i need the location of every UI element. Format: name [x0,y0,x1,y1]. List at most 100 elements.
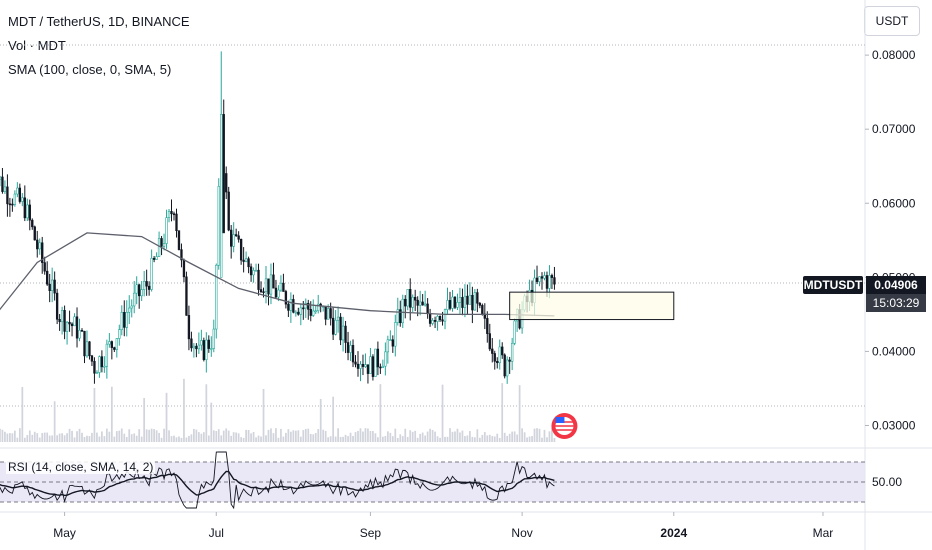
candle-body [481,305,484,315]
candle-body [453,296,457,308]
chart-title: MDT / TetherUS, 1D, BINANCE [8,14,190,29]
volume-bar [225,428,228,442]
volume-bar [431,429,434,442]
volume-bar [344,434,347,442]
volume-bar [9,433,11,442]
sma-indicator-label[interactable]: SMA (100, close, 0, SMA, 5) [8,62,172,77]
volume-bar [476,429,479,442]
candle-body [468,294,472,305]
candle-body [344,325,347,343]
candle-body [33,226,36,241]
candle-body [508,359,511,362]
volume-bar [265,435,267,442]
volume-bar [553,437,556,442]
candle-body [272,274,275,289]
candle-body [85,341,89,357]
volume-bar [240,437,243,442]
candle-body [302,307,305,310]
volume-bar [178,436,180,442]
candle-body [371,356,375,377]
candle-body [471,294,474,311]
countdown-tag: 15:03:29 [866,294,926,312]
volume-bar [217,429,220,442]
volume-bar [31,434,34,442]
volume-bar [401,436,404,442]
candle-body [192,345,196,349]
candle-body [38,242,41,250]
candle-body [212,328,215,349]
volume-bar [118,430,121,442]
volume-bar [478,437,481,442]
candle-body [249,266,253,276]
volume-bar [120,428,123,442]
volume-bar [381,436,384,442]
candle-body [282,282,285,292]
time-tick-label: Sep [360,526,382,540]
volume-bar [377,437,379,442]
candle-body [16,187,19,195]
volume-bar [538,428,541,442]
volume-bar [170,436,173,442]
candle-body [80,330,84,332]
candle-body [120,312,123,330]
volume-bar [304,428,307,442]
volume-bar [185,437,188,442]
volume-bar [429,428,431,442]
rsi-line [0,451,555,510]
volume-bar [11,433,14,442]
volume-bar [379,384,382,442]
candle-body [195,345,198,350]
candle-body [416,299,419,306]
volume-bar [548,431,551,442]
volume-bar [145,429,148,442]
volume-bar [168,430,170,442]
volume-bar [386,431,389,442]
candle-body [361,363,365,367]
candle-body [187,315,191,340]
candle-body [384,351,387,367]
volume-bar [207,435,210,442]
candle-body [70,323,74,327]
candle-body [78,330,81,339]
volume-bar [334,436,337,442]
volume-bar [115,431,118,442]
volume-bar [96,432,98,442]
candle-body [359,363,362,369]
candle-body [304,302,307,309]
volume-bar [369,430,372,442]
candle-body [225,173,228,193]
flag-canton [555,417,565,423]
rsi-indicator-label[interactable]: RSI (14, close, SMA, 14, 2) [6,460,156,474]
candle-body [506,359,509,377]
candle-body [307,302,310,310]
candle-body [510,342,514,362]
candle-body [466,295,469,305]
candle-body [287,303,290,311]
price-tick-label: 0.08000 [872,48,916,62]
candle-body [292,299,295,313]
candle-body [50,279,54,291]
candle-body [43,262,46,272]
volume-bar [135,435,138,442]
candle-body [18,187,22,202]
candle-body [257,269,260,290]
volume-bar [230,435,233,442]
candle-body [180,249,183,261]
volume-bar [257,435,260,442]
candle-body [239,238,243,261]
volume-bar [496,433,499,442]
volume-bar [123,433,126,442]
volume-bar [173,435,175,442]
candle-body [177,230,181,250]
volume-bar [521,428,523,442]
volume-bar [255,437,257,442]
candle-body [503,354,506,377]
currency-button[interactable]: USDT [864,6,920,36]
volume-bar [449,428,451,442]
candle-body [326,308,330,320]
volume-bar [148,429,151,442]
volume-bar [93,387,96,442]
volume-bar [215,431,218,442]
volume-bar [541,437,543,442]
